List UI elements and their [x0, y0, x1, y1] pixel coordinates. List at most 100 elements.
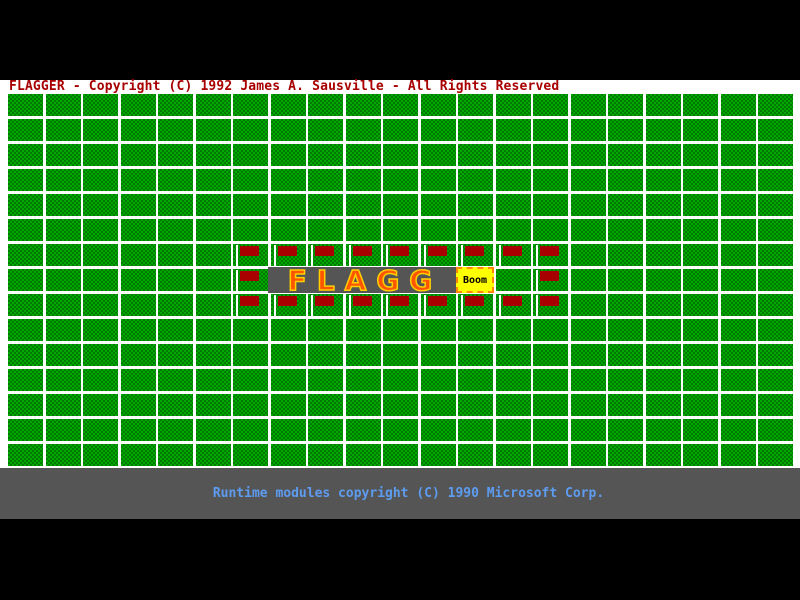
field-cell[interactable] — [683, 369, 718, 391]
field-cell[interactable] — [346, 394, 381, 416]
field-cell[interactable] — [646, 344, 681, 366]
field-cell[interactable] — [721, 319, 756, 341]
field-cell[interactable] — [571, 344, 606, 366]
field-cell[interactable] — [271, 194, 306, 216]
field-cell[interactable] — [308, 219, 343, 241]
field-cell[interactable] — [308, 444, 343, 466]
field-cell[interactable] — [83, 94, 118, 116]
field-cell[interactable] — [158, 269, 193, 291]
field-cell[interactable] — [233, 219, 268, 241]
field-cell[interactable] — [533, 294, 568, 316]
field-cell[interactable] — [758, 344, 793, 366]
field-cell[interactable] — [308, 194, 343, 216]
field-cell[interactable] — [8, 319, 43, 341]
field-cell[interactable] — [8, 144, 43, 166]
field-cell[interactable] — [683, 419, 718, 441]
field-cell[interactable] — [383, 219, 418, 241]
field-cell[interactable] — [46, 269, 81, 291]
field-cell[interactable] — [271, 94, 306, 116]
field-cell[interactable] — [8, 119, 43, 141]
field-cell[interactable] — [121, 144, 156, 166]
field-cell[interactable] — [46, 219, 81, 241]
field-cell[interactable] — [346, 94, 381, 116]
field-cell[interactable] — [271, 394, 306, 416]
field-cell[interactable] — [383, 169, 418, 191]
field-cell[interactable] — [308, 169, 343, 191]
field-cell[interactable] — [46, 394, 81, 416]
field-cell[interactable] — [121, 344, 156, 366]
field-cell[interactable] — [458, 194, 493, 216]
field-cell[interactable] — [383, 144, 418, 166]
field-cell[interactable] — [683, 294, 718, 316]
field-cell[interactable] — [496, 119, 531, 141]
field-cell[interactable] — [421, 419, 456, 441]
field-cell[interactable] — [458, 419, 493, 441]
field-cell[interactable] — [8, 294, 43, 316]
field-cell[interactable] — [121, 94, 156, 116]
field-cell[interactable] — [646, 169, 681, 191]
field-cell[interactable] — [271, 294, 306, 316]
field-cell[interactable] — [233, 169, 268, 191]
field-cell[interactable] — [158, 219, 193, 241]
field-cell[interactable] — [383, 294, 418, 316]
field-cell[interactable] — [46, 344, 81, 366]
field-cell[interactable] — [308, 144, 343, 166]
field-cell[interactable] — [8, 269, 43, 291]
field-cell[interactable] — [308, 294, 343, 316]
field-cell[interactable] — [533, 169, 568, 191]
field-cell[interactable] — [758, 319, 793, 341]
field-cell[interactable] — [421, 219, 456, 241]
field-cell[interactable] — [383, 119, 418, 141]
field-cell[interactable] — [83, 194, 118, 216]
field-cell[interactable] — [533, 194, 568, 216]
field-cell[interactable] — [383, 244, 418, 266]
field-cell[interactable] — [496, 394, 531, 416]
field-cell[interactable] — [233, 119, 268, 141]
field-cell[interactable] — [421, 344, 456, 366]
field-cell[interactable] — [608, 119, 643, 141]
field-cell[interactable] — [496, 194, 531, 216]
field-cell[interactable] — [458, 144, 493, 166]
field-cell[interactable] — [308, 369, 343, 391]
field-cell[interactable] — [608, 344, 643, 366]
field-cell[interactable] — [646, 294, 681, 316]
field-cell[interactable] — [421, 244, 456, 266]
field-cell[interactable] — [83, 394, 118, 416]
field-cell[interactable] — [721, 294, 756, 316]
field-cell[interactable] — [646, 244, 681, 266]
field-cell[interactable] — [121, 419, 156, 441]
field-cell[interactable] — [308, 319, 343, 341]
field-cell[interactable] — [571, 144, 606, 166]
field-cell[interactable] — [83, 419, 118, 441]
field-cell[interactable] — [646, 144, 681, 166]
field-cell[interactable] — [83, 244, 118, 266]
field-cell[interactable] — [496, 344, 531, 366]
field-cell[interactable] — [83, 144, 118, 166]
field-cell[interactable] — [383, 394, 418, 416]
field-cell[interactable] — [271, 369, 306, 391]
field-cell[interactable] — [196, 344, 231, 366]
field-cell[interactable] — [646, 194, 681, 216]
field-cell[interactable] — [233, 369, 268, 391]
field-cell[interactable] — [8, 169, 43, 191]
field-cell[interactable] — [721, 94, 756, 116]
field-cell[interactable] — [121, 194, 156, 216]
field-cell[interactable] — [608, 269, 643, 291]
field-cell[interactable] — [196, 194, 231, 216]
field-cell[interactable] — [308, 94, 343, 116]
field-cell[interactable] — [233, 244, 268, 266]
field-cell[interactable] — [121, 219, 156, 241]
field-cell[interactable] — [608, 244, 643, 266]
field-cell[interactable] — [721, 369, 756, 391]
field-cell[interactable] — [683, 319, 718, 341]
field-cell[interactable] — [46, 119, 81, 141]
field-cell[interactable] — [758, 269, 793, 291]
field-cell[interactable] — [421, 319, 456, 341]
field-cell[interactable] — [121, 119, 156, 141]
field-cell[interactable] — [158, 419, 193, 441]
field-cell[interactable] — [646, 394, 681, 416]
field-cell[interactable] — [46, 319, 81, 341]
field-cell[interactable] — [196, 419, 231, 441]
field-cell[interactable] — [608, 169, 643, 191]
field-cell[interactable] — [496, 219, 531, 241]
